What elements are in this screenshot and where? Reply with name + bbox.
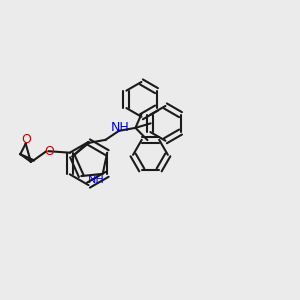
Text: O: O (21, 133, 31, 146)
Text: O: O (44, 145, 54, 158)
Text: NH: NH (111, 122, 130, 134)
Text: NH: NH (88, 175, 105, 185)
